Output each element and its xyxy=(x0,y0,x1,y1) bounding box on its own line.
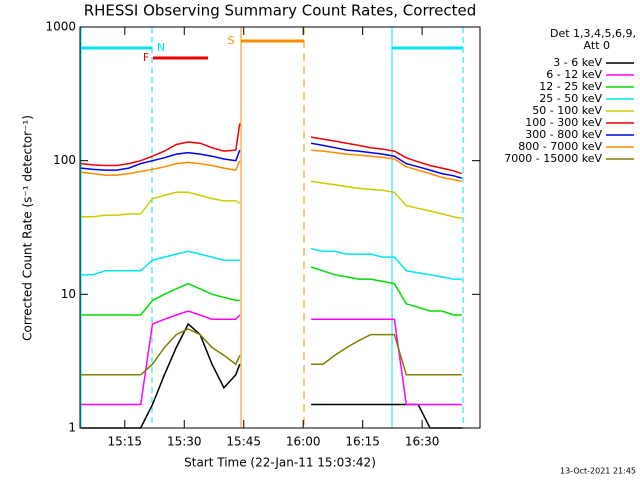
legend-title: Att 0 xyxy=(584,39,610,52)
x-tick-label: 15:30 xyxy=(167,435,202,449)
flags: F N S xyxy=(80,27,464,428)
x-tick-label: 16:15 xyxy=(345,435,380,449)
x-tick-label: 15:15 xyxy=(107,435,142,449)
x-tick-label: 15:45 xyxy=(226,435,261,449)
x-tick-label: 16:30 xyxy=(405,435,440,449)
y-tick-label: 1 xyxy=(68,421,76,435)
chart-title: RHESSI Observing Summary Count Rates, Co… xyxy=(84,2,477,20)
y-tick-label: 10 xyxy=(61,287,76,301)
series-line xyxy=(81,142,463,179)
series-line xyxy=(81,123,463,175)
legend-label: 100 - 300 keV xyxy=(525,116,602,129)
y-tick-label: 100 xyxy=(53,153,76,167)
flag-label: N xyxy=(157,41,165,54)
series-line xyxy=(81,149,462,183)
series-line xyxy=(81,266,462,316)
legend-label: 6 - 12 keV xyxy=(546,68,602,81)
y-axis-label: Corrected Count Rate (s⁻¹ detector⁻¹) xyxy=(21,115,35,341)
x-axis-label: Start Time (22-Jan-11 15:03:42) xyxy=(184,456,376,470)
series-line xyxy=(81,247,462,280)
flag-label: S xyxy=(228,34,235,47)
x-tick-label: 16:00 xyxy=(286,435,321,449)
series-line xyxy=(81,180,462,220)
series-line xyxy=(81,328,462,376)
series-line xyxy=(81,322,462,429)
plot-frame xyxy=(79,26,481,429)
legend-label: 800 - 7000 keV xyxy=(518,140,602,153)
legend-title: Det 1,3,4,5,6,9, xyxy=(550,27,636,40)
series-line xyxy=(81,310,462,406)
footer: 13-Oct-2021 21:45 xyxy=(560,467,636,476)
legend-label: 12 - 25 keV xyxy=(539,80,602,93)
legend-label: 50 - 100 keV xyxy=(532,104,602,117)
legend-label: 25 - 50 keV xyxy=(539,92,602,105)
legend-label: 7000 - 15000 keV xyxy=(504,152,602,165)
y-tick-label: 1000 xyxy=(45,20,76,34)
flag-label: F xyxy=(143,51,149,64)
legend-label: 300 - 800 keV xyxy=(525,128,602,141)
legend-label: 3 - 6 keV xyxy=(553,56,602,69)
